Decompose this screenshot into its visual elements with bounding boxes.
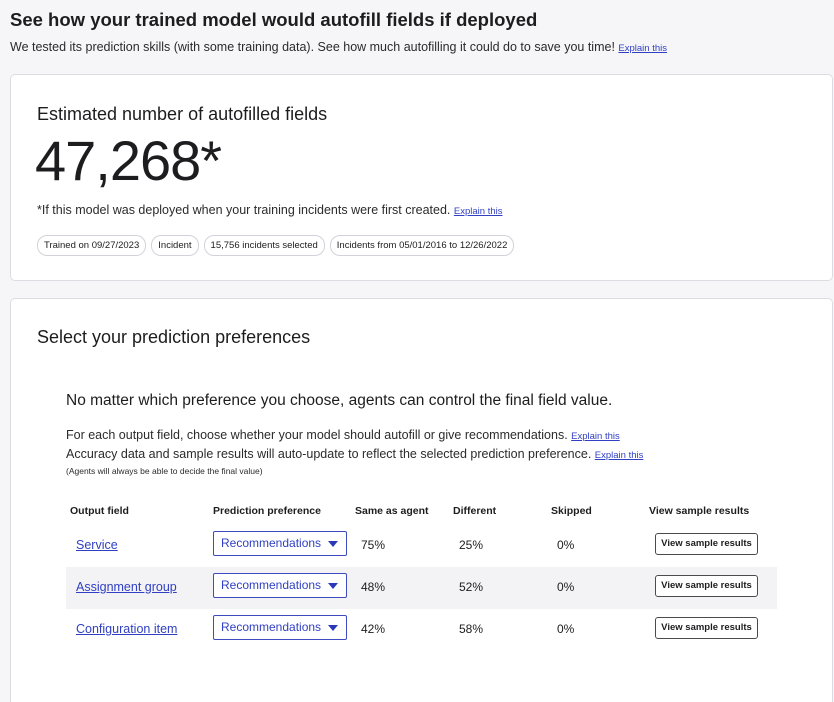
page-subtitle-text: We tested its prediction skills (with so… [10, 40, 615, 54]
estimate-note-text: *If this model was deployed when your tr… [37, 203, 451, 217]
view-sample-results-button-service[interactable]: View sample results [655, 533, 758, 555]
chip-table: Incident [151, 235, 199, 256]
skipped-value: 0% [557, 580, 575, 594]
same-as-agent-value: 48% [361, 580, 386, 594]
preference-select-service[interactable]: Recommendations [213, 531, 347, 556]
same-as-agent-value: 42% [361, 622, 386, 636]
preferences-line-1-text: For each output field, choose whether yo… [66, 428, 568, 442]
chip-date-range: Incidents from 05/01/2016 to 12/26/2022 [329, 235, 515, 256]
preferences-instruction-2: Accuracy data and sample results will au… [66, 447, 643, 461]
header-output-field: Output field [70, 505, 129, 517]
skipped-value: 0% [557, 538, 575, 552]
page-title: See how your trained model would autofil… [10, 9, 538, 30]
table-header: Output field Prediction preference Same … [66, 499, 777, 525]
caret-down-icon [328, 541, 338, 547]
view-sample-results-button-assignment-group[interactable]: View sample results [655, 575, 758, 597]
preference-select-value: Recommendations [221, 536, 322, 550]
different-value: 52% [459, 580, 484, 594]
header-view-sample: View sample results [649, 505, 750, 517]
header-same-as-agent: Same as agent [355, 505, 429, 517]
different-value: 58% [459, 622, 484, 636]
header-different: Different [453, 505, 497, 517]
skipped-value: 0% [557, 622, 575, 636]
caret-down-icon [328, 583, 338, 589]
field-link-assignment-group[interactable]: Assignment group [76, 580, 177, 594]
caret-down-icon [328, 625, 338, 631]
prediction-table: Output field Prediction preference Same … [66, 499, 777, 651]
header-skipped: Skipped [551, 505, 592, 517]
view-sample-results-button-configuration-item[interactable]: View sample results [655, 617, 758, 639]
preference-select-value: Recommendations [221, 620, 322, 634]
field-link-service[interactable]: Service [76, 538, 118, 552]
field-link-configuration-item[interactable]: Configuration item [76, 622, 178, 636]
explain-link-accuracy[interactable]: Explain this [594, 450, 644, 461]
training-info-chips: Trained on 09/27/2023 Incident 15,756 in… [37, 235, 515, 256]
different-value: 25% [459, 538, 484, 552]
chip-trained-date: Trained on 09/27/2023 [37, 235, 147, 256]
table-row: Service Recommendations 75% 25% 0% View … [66, 525, 777, 567]
chip-incidents-selected: 15,756 incidents selected [203, 235, 325, 256]
table-row: Configuration item Recommendations 42% 5… [66, 609, 777, 651]
preference-select-value: Recommendations [221, 578, 322, 592]
estimate-number: 47,268* [35, 129, 222, 192]
table-row: Assignment group Recommendations 48% 52%… [66, 567, 777, 609]
preferences-small-note: (Agents will always be able to decide th… [66, 466, 263, 476]
preferences-card: Select your prediction preferences No ma… [10, 298, 833, 702]
preferences-heading: No matter which preference you choose, a… [66, 392, 613, 409]
explain-link-header[interactable]: Explain this [618, 43, 667, 54]
estimate-title: Estimated number of autofilled fields [37, 104, 328, 124]
explain-link-preference[interactable]: Explain this [571, 431, 620, 442]
preferences-line-2-text: Accuracy data and sample results will au… [66, 447, 592, 461]
preferences-title: Select your prediction preferences [37, 327, 311, 347]
preference-select-assignment-group[interactable]: Recommendations [213, 573, 347, 598]
explain-link-estimate[interactable]: Explain this [453, 206, 503, 217]
same-as-agent-value: 75% [361, 538, 386, 552]
preference-select-configuration-item[interactable]: Recommendations [213, 615, 347, 640]
estimate-note: *If this model was deployed when your tr… [37, 203, 502, 217]
header-prediction-preference: Prediction preference [213, 505, 321, 517]
preferences-instruction-1: For each output field, choose whether yo… [66, 428, 620, 442]
estimate-card: Estimated number of autofilled fields 47… [10, 74, 833, 281]
page-subtitle: We tested its prediction skills (with so… [10, 40, 667, 54]
